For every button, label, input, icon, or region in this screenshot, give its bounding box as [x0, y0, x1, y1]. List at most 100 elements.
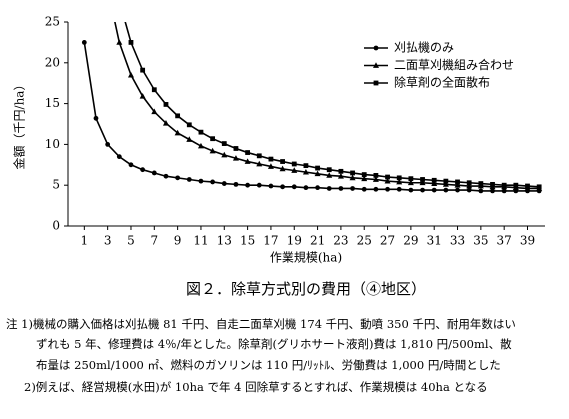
- x-tick-label: 31: [427, 234, 442, 248]
- marker: [151, 87, 157, 93]
- marker: [408, 187, 414, 193]
- legend-label: 刈払機のみ: [394, 40, 454, 55]
- marker: [350, 170, 355, 176]
- x-tick-label: 29: [403, 234, 418, 248]
- x-tick-label: 3: [104, 234, 112, 248]
- x-tick-label: 39: [520, 234, 535, 248]
- marker: [151, 170, 157, 176]
- marker: [245, 182, 251, 188]
- marker: [291, 161, 297, 167]
- marker: [501, 188, 507, 194]
- marker: [478, 188, 484, 194]
- x-tick-label: 37: [497, 234, 512, 248]
- marker: [442, 181, 449, 187]
- y-tick-label: 20: [45, 55, 60, 69]
- marker: [315, 165, 320, 171]
- plot-area: [81, 0, 543, 194]
- marker: [466, 182, 473, 189]
- marker: [256, 153, 262, 159]
- x-tick-label: 13: [217, 234, 232, 248]
- marker: [291, 184, 297, 190]
- marker: [162, 119, 169, 126]
- marker: [338, 186, 344, 191]
- marker: [420, 177, 425, 182]
- marker: [455, 179, 460, 185]
- marker: [384, 177, 391, 184]
- marker: [361, 172, 367, 177]
- marker: [186, 122, 192, 128]
- marker: [233, 146, 239, 151]
- marker: [431, 180, 438, 186]
- marker: [315, 185, 320, 191]
- marker: [140, 167, 146, 173]
- marker: [373, 62, 379, 68]
- marker: [443, 178, 449, 184]
- marker: [385, 186, 390, 192]
- note-line: 2)例えば、経営規模(水田)が 10ha で年 4 回除草するとすれば、作業規模…: [24, 380, 488, 394]
- marker: [373, 186, 379, 192]
- marker: [175, 113, 181, 119]
- marker: [256, 160, 263, 167]
- marker: [420, 187, 425, 193]
- marker: [338, 168, 344, 174]
- marker: [408, 176, 414, 182]
- marker: [210, 136, 216, 142]
- y-tick-label: 0: [52, 219, 60, 233]
- marker: [303, 163, 309, 169]
- marker: [151, 108, 158, 115]
- legend-label: 二面草刈機組み合わせ: [394, 57, 514, 72]
- marker: [279, 165, 286, 172]
- marker: [221, 141, 227, 146]
- marker: [419, 179, 426, 186]
- series-line: [114, 22, 540, 190]
- marker: [466, 180, 472, 186]
- y-tick-label: 10: [45, 137, 60, 151]
- marker: [361, 175, 368, 182]
- marker: [373, 173, 379, 178]
- figure-caption: 図２．除草方式別の費用（④地区）: [186, 280, 426, 298]
- series-line: [83, 42, 540, 192]
- marker: [198, 178, 204, 184]
- marker: [280, 159, 285, 164]
- marker: [232, 155, 239, 161]
- marker: [117, 0, 122, 3]
- y-tick-label: 5: [52, 178, 60, 192]
- marker: [396, 178, 403, 185]
- marker: [198, 129, 204, 135]
- x-tick-label: 25: [357, 234, 372, 248]
- x-tick-label: 7: [150, 234, 158, 248]
- marker: [326, 172, 333, 178]
- marker: [81, 40, 87, 45]
- x-tick-label: 15: [240, 234, 255, 248]
- marker: [268, 156, 274, 162]
- marker: [396, 175, 402, 181]
- marker: [139, 93, 146, 99]
- y-axis-label: 金額（千円/ha）: [12, 79, 27, 170]
- marker: [175, 175, 181, 181]
- marker: [396, 186, 402, 192]
- x-tick-label: 23: [333, 234, 348, 248]
- marker: [233, 181, 239, 187]
- marker: [267, 163, 274, 169]
- x-tick-label: 17: [263, 234, 278, 248]
- marker: [302, 168, 309, 175]
- marker: [210, 179, 216, 185]
- marker: [163, 102, 169, 107]
- marker: [490, 181, 495, 187]
- marker: [373, 80, 379, 86]
- x-tick-label: 33: [450, 234, 465, 248]
- x-tick-label: 11: [193, 234, 208, 248]
- marker: [455, 187, 460, 193]
- marker: [349, 174, 356, 181]
- marker: [314, 170, 321, 177]
- marker: [478, 181, 484, 186]
- marker: [291, 167, 298, 173]
- marker: [443, 187, 449, 193]
- marker: [116, 39, 123, 45]
- marker: [454, 182, 461, 188]
- marker: [326, 186, 332, 191]
- marker: [174, 129, 181, 136]
- marker: [140, 67, 146, 73]
- marker: [197, 142, 204, 149]
- marker: [350, 186, 355, 191]
